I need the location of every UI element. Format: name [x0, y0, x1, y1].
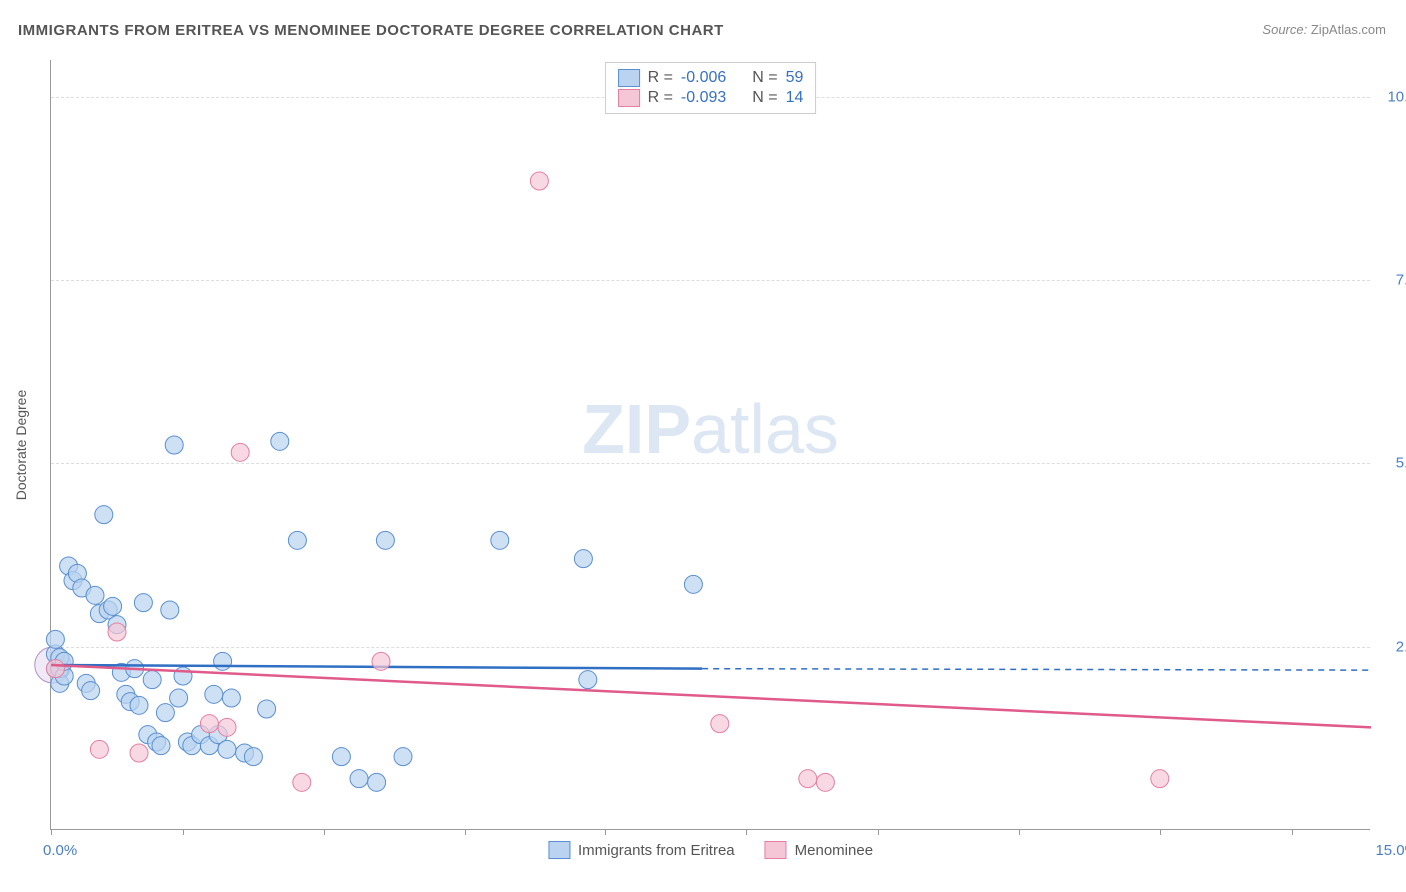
scatter-point-series-0 — [165, 436, 183, 454]
x-tick — [183, 829, 184, 835]
scatter-point-series-1 — [1151, 770, 1169, 788]
scatter-point-series-0 — [86, 586, 104, 604]
scatter-point-series-0 — [244, 748, 262, 766]
x-axis-max-label: 15.0% — [1375, 842, 1406, 859]
legend-top: R = -0.006 N = 59 R = -0.093 N = 14 — [605, 62, 817, 114]
chart-container: IMMIGRANTS FROM ERITREA VS MENOMINEE DOC… — [0, 0, 1406, 892]
scatter-point-series-1 — [816, 773, 834, 791]
plot-svg — [51, 60, 1370, 829]
legend-bottom-swatch-1 — [765, 841, 787, 859]
legend-bottom-item-1: Menominee — [765, 841, 873, 859]
scatter-point-series-1 — [218, 718, 236, 736]
scatter-point-series-0 — [684, 575, 702, 593]
legend-n-value-0: 59 — [786, 69, 804, 87]
source-label: Source: — [1262, 22, 1307, 37]
x-tick — [324, 829, 325, 835]
scatter-point-series-0 — [579, 671, 597, 689]
scatter-point-series-1 — [108, 623, 126, 641]
y-tick-label: 7.5% — [1396, 272, 1406, 289]
chart-title: IMMIGRANTS FROM ERITREA VS MENOMINEE DOC… — [18, 22, 724, 39]
legend-top-row-1: R = -0.093 N = 14 — [618, 89, 804, 107]
legend-bottom-item-0: Immigrants from Eritrea — [548, 841, 735, 859]
scatter-point-series-0 — [161, 601, 179, 619]
legend-bottom-label-0: Immigrants from Eritrea — [578, 842, 735, 859]
y-axis-title: Doctorate Degree — [13, 389, 29, 500]
legend-n-label-1: N = — [752, 89, 777, 107]
y-tick-label: 5.0% — [1396, 455, 1406, 472]
scatter-point-series-0 — [218, 740, 236, 758]
scatter-point-series-0 — [205, 685, 223, 703]
scatter-point-series-1 — [530, 172, 548, 190]
scatter-point-series-1 — [711, 715, 729, 733]
scatter-point-series-0 — [152, 737, 170, 755]
x-tick — [746, 829, 747, 835]
scatter-point-series-0 — [350, 770, 368, 788]
scatter-point-series-0 — [491, 531, 509, 549]
scatter-point-series-0 — [288, 531, 306, 549]
legend-r-label-1: R = — [648, 89, 673, 107]
regression-line-dashed-series-0 — [702, 669, 1371, 670]
scatter-point-series-0 — [271, 432, 289, 450]
legend-top-row-0: R = -0.006 N = 59 — [618, 69, 804, 87]
y-tick-label: 10.0% — [1387, 88, 1406, 105]
scatter-point-series-0 — [95, 506, 113, 524]
scatter-point-series-1 — [90, 740, 108, 758]
scatter-point-series-1 — [293, 773, 311, 791]
scatter-point-series-0 — [222, 689, 240, 707]
legend-n-label-0: N = — [752, 69, 777, 87]
y-tick-label: 2.5% — [1396, 638, 1406, 655]
legend-n-value-1: 14 — [786, 89, 804, 107]
scatter-point-series-0 — [46, 630, 64, 648]
x-tick — [1160, 829, 1161, 835]
legend-bottom-swatch-0 — [548, 841, 570, 859]
scatter-point-series-0 — [170, 689, 188, 707]
scatter-point-series-0 — [134, 594, 152, 612]
legend-bottom: Immigrants from Eritrea Menominee — [548, 841, 873, 859]
scatter-point-series-1 — [799, 770, 817, 788]
scatter-point-series-0 — [394, 748, 412, 766]
x-tick — [878, 829, 879, 835]
scatter-point-series-0 — [214, 652, 232, 670]
legend-r-value-1: -0.093 — [681, 89, 726, 107]
source-value: ZipAtlas.com — [1311, 22, 1386, 37]
scatter-point-series-1 — [231, 443, 249, 461]
x-tick — [1292, 829, 1293, 835]
scatter-point-series-0 — [332, 748, 350, 766]
scatter-point-series-1 — [130, 744, 148, 762]
scatter-point-series-1 — [372, 652, 390, 670]
x-tick — [605, 829, 606, 835]
x-tick — [465, 829, 466, 835]
plot-area: Doctorate Degree ZIPatlas 2.5%5.0%7.5%10… — [50, 60, 1370, 830]
scatter-point-series-0 — [82, 682, 100, 700]
source-attribution: Source: ZipAtlas.com — [1262, 22, 1386, 37]
scatter-point-series-0 — [104, 597, 122, 615]
regression-line-series-1 — [51, 665, 1371, 727]
legend-bottom-label-1: Menominee — [795, 842, 873, 859]
legend-r-value-0: -0.006 — [681, 69, 726, 87]
legend-swatch-1 — [618, 89, 640, 107]
x-tick — [51, 829, 52, 835]
x-tick — [1019, 829, 1020, 835]
scatter-point-series-0 — [368, 773, 386, 791]
scatter-point-series-0 — [143, 671, 161, 689]
scatter-point-series-0 — [156, 704, 174, 722]
scatter-point-series-0 — [574, 550, 592, 568]
scatter-point-series-0 — [376, 531, 394, 549]
scatter-point-series-0 — [258, 700, 276, 718]
x-axis-min-label: 0.0% — [43, 842, 77, 859]
legend-swatch-0 — [618, 69, 640, 87]
scatter-point-series-0 — [130, 696, 148, 714]
scatter-point-series-1 — [200, 715, 218, 733]
scatter-point-series-1 — [46, 660, 64, 678]
legend-r-label-0: R = — [648, 69, 673, 87]
